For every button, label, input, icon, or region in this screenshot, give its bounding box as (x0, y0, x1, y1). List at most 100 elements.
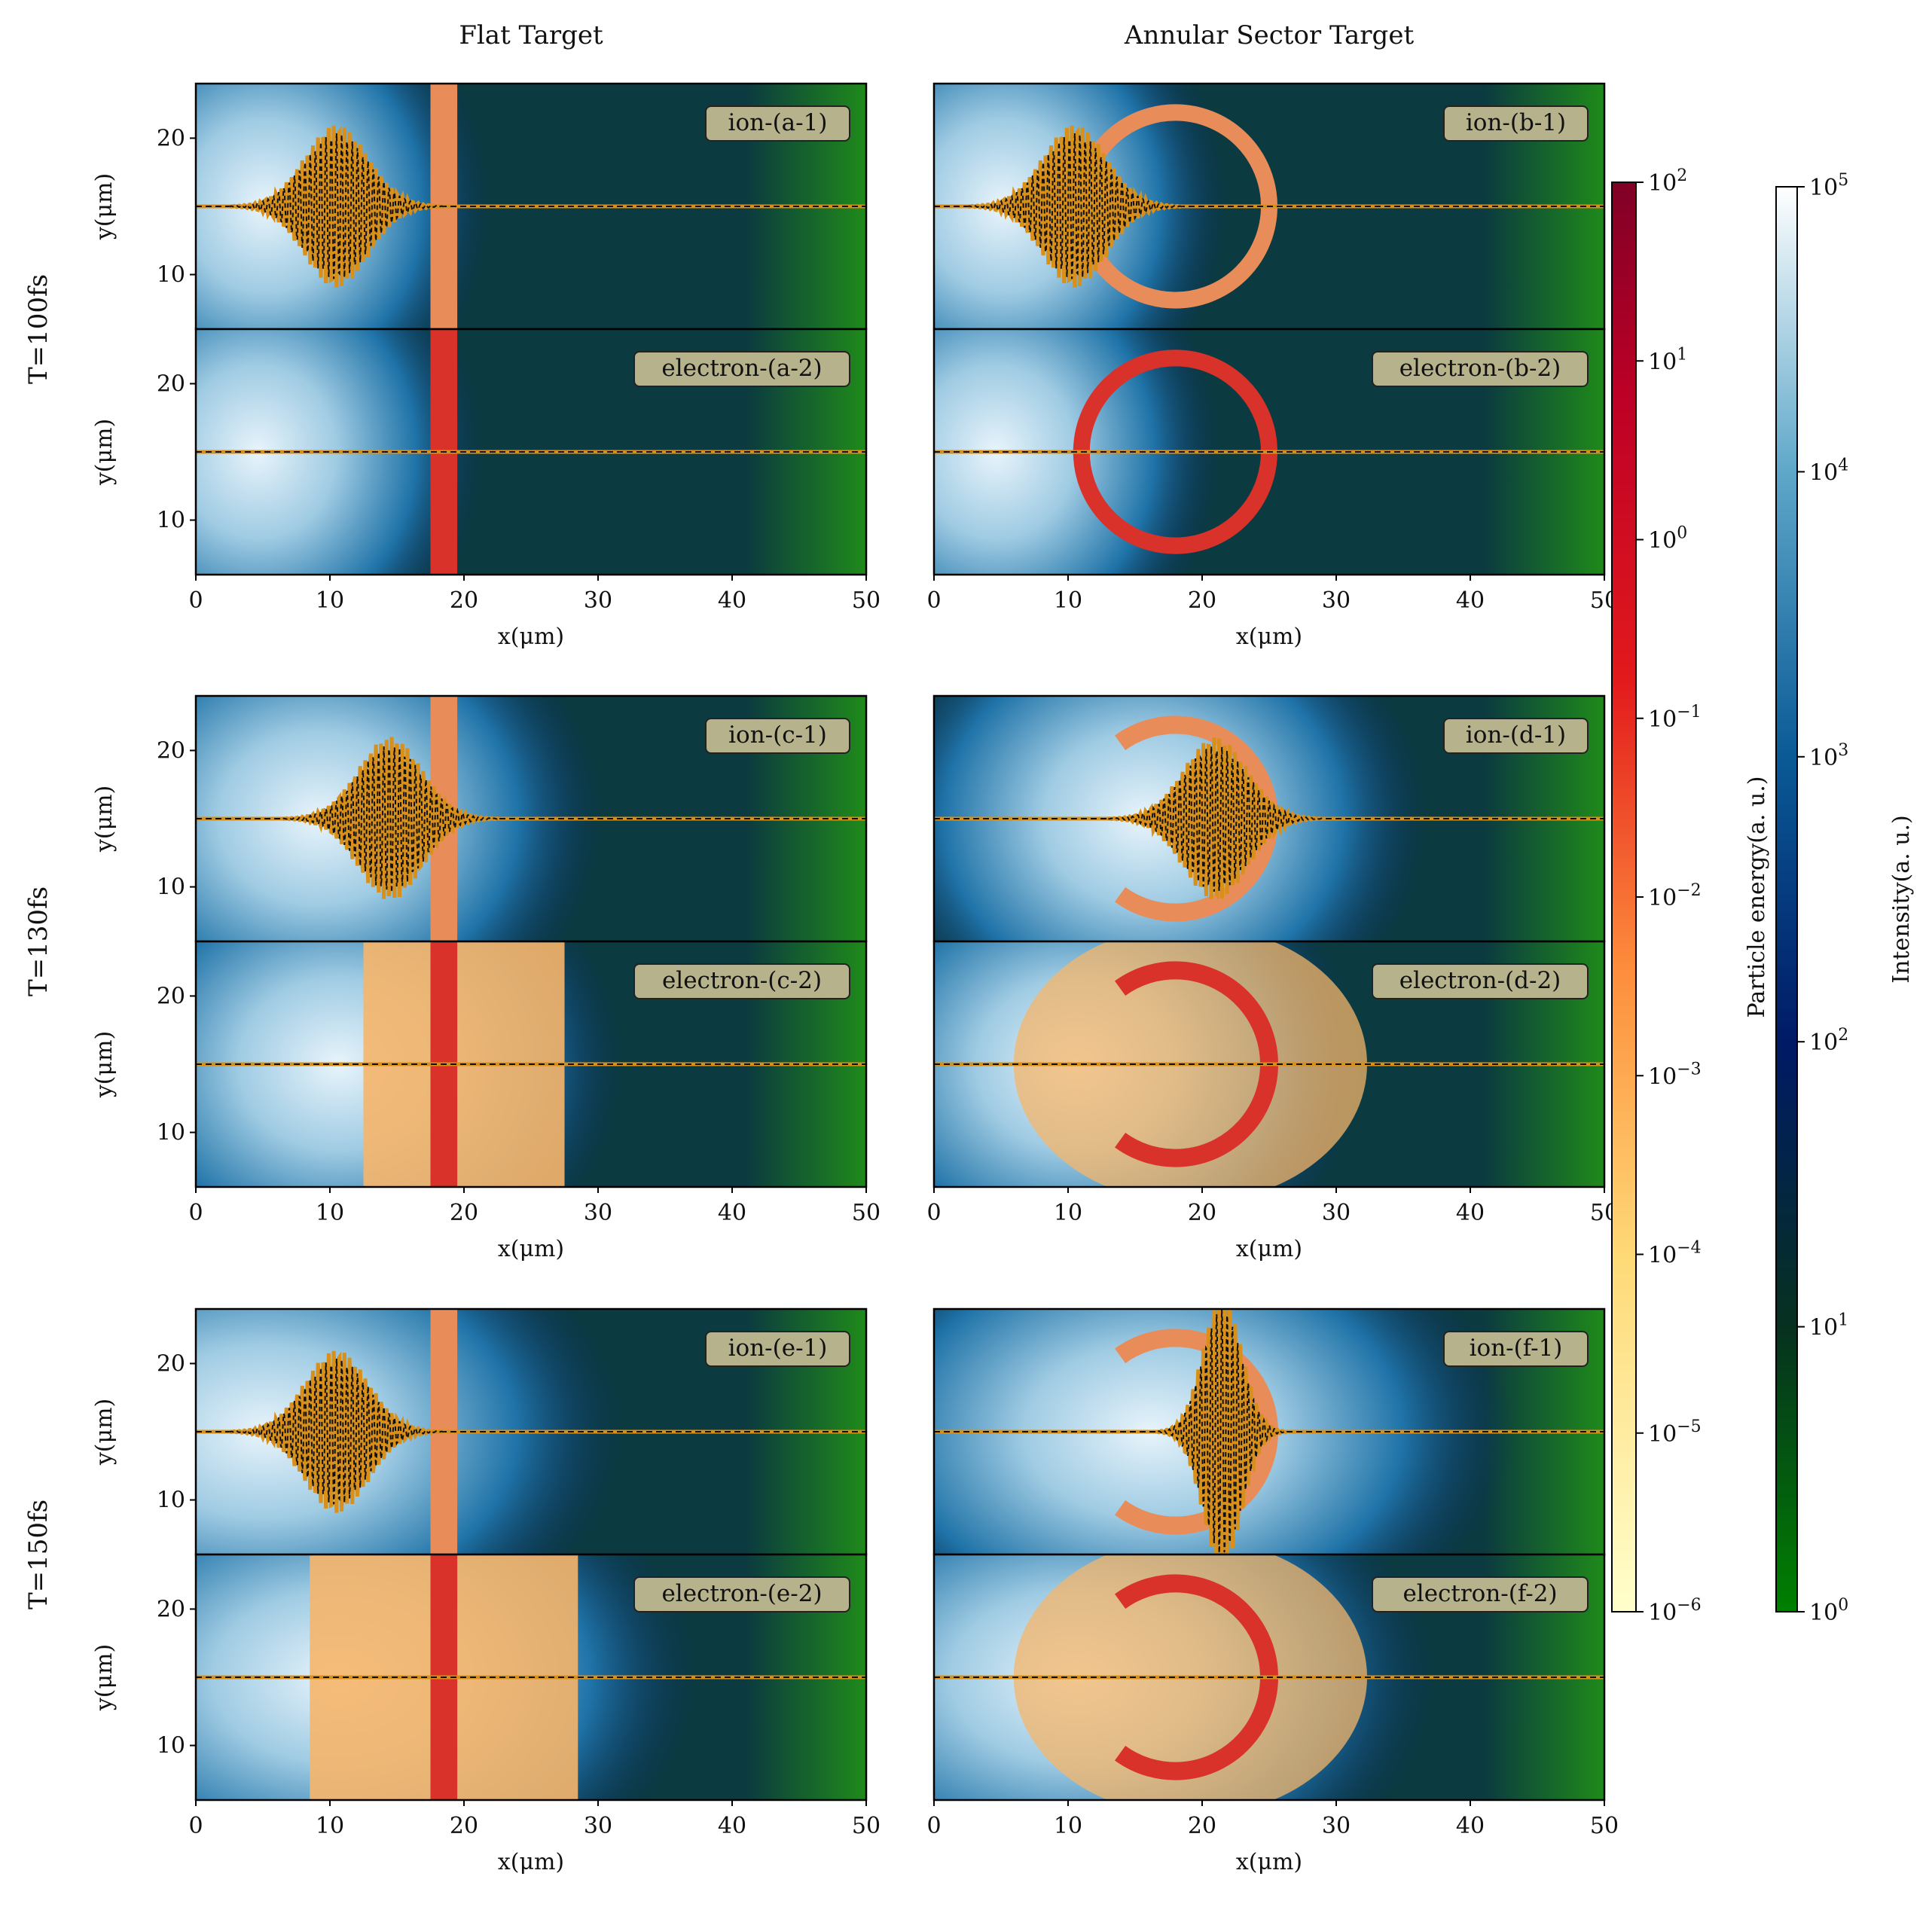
panel-f-2: electron-(f-2) 0 10 20 30 40 50 x(μm) (926, 1553, 1619, 1875)
colorbar-energy-tick-label: 101 (1648, 345, 1687, 375)
x-tick-label: 20 (450, 587, 478, 614)
column-title-annular: Annular Sector Target (1124, 20, 1415, 50)
y-tick-label: 10 (157, 508, 185, 534)
x-tick-label: 30 (584, 1813, 612, 1839)
panel-label-box (633, 351, 850, 387)
y-axis-label: y(μm) (91, 1644, 118, 1711)
x-tick-label: 30 (584, 587, 612, 614)
colorbar-intensity-tick-label: 100 (1809, 1596, 1848, 1626)
laser-field-line (229, 1359, 444, 1505)
x-tick-label: 0 (926, 1813, 941, 1839)
y-tick-label: 20 (157, 737, 185, 764)
x-tick-label: 30 (584, 1200, 612, 1226)
panel-label-box (633, 1576, 850, 1612)
panel-frame (194, 328, 868, 576)
panel-label: electron-(e-2) (661, 1580, 822, 1607)
x-tick-label: 10 (316, 587, 344, 614)
panel-label: electron-(c-2) (662, 967, 822, 994)
colorbar-energy: 102 101 100 10−1 10−2 10−3 10−4 10−5 10−6 Particl… (1611, 166, 1770, 1626)
laser-field-line (229, 133, 444, 279)
panel-label: ion-(f-1) (1470, 1335, 1563, 1362)
panel-label: ion-(a-1) (728, 109, 828, 136)
y-tick-label: 10 (157, 262, 185, 288)
panel-label-box (1372, 1576, 1589, 1612)
x-tick-label: 50 (852, 587, 881, 614)
colorbar-energy-tick-label: 102 (1648, 166, 1687, 197)
panel-label: electron-(a-2) (661, 355, 822, 382)
panel-label: ion-(c-1) (728, 722, 827, 749)
colorbar-intensity-tick-label: 103 (1809, 741, 1848, 771)
panel-content (934, 1309, 1604, 1555)
panel-d-1: ion-(d-1) (932, 694, 1606, 943)
panel-frame (932, 1553, 1606, 1802)
panel-d-2: electron-(d-2)0 10 20 30 40 50x(μm) (926, 940, 1619, 1262)
panel-label-box (1443, 1331, 1589, 1367)
panel-c-1: ion-(c-1) 10 20 y(μm) (91, 694, 868, 943)
laser-field-line (282, 746, 498, 892)
panel-label-box (1443, 105, 1589, 142)
laser-field-envelope (228, 125, 444, 288)
panel-frame (194, 1553, 868, 1802)
y-axis-label: y(μm) (91, 1399, 118, 1466)
laser-field-line (1108, 746, 1323, 892)
colorbar-intensity-tick-label: 105 (1809, 171, 1848, 201)
panel-content (934, 696, 1604, 941)
panel-label: ion-(d-1) (1466, 722, 1566, 749)
panel-frame (932, 328, 1606, 576)
panel-e-1: ion-(e-1) 10 20 y(μm) (91, 1307, 868, 1556)
panel-content (196, 1555, 866, 1800)
x-tick-label: 0 (188, 1813, 203, 1839)
x-tick-label: 20 (1188, 1200, 1216, 1226)
panel-e-2: electron-(e-2) 10 20 y(μm) 0 10 20 30 40 50 x(μm) (91, 1553, 881, 1875)
colorbar-intensity-bar (1775, 186, 1798, 1612)
x-tick-label: 10 (1054, 1200, 1082, 1226)
x-tick-label: 20 (450, 1200, 478, 1226)
panel-a-1: ion-(a-1) 10 20 y(μm) (91, 82, 868, 331)
x-axis-label: x(μm) (498, 624, 564, 650)
x-tick-label: 0 (188, 587, 203, 614)
x-tick-label: 40 (1456, 587, 1485, 614)
y-tick-label: 20 (157, 125, 185, 151)
row-label-3: T=150fs (23, 1500, 53, 1609)
y-tick-label: 20 (157, 1596, 185, 1622)
x-tick-label: 10 (316, 1200, 344, 1226)
y-tick-label: 20 (157, 371, 185, 397)
laser-field-envelope (966, 125, 1183, 288)
panel-label: electron-(d-2) (1399, 967, 1561, 994)
x-axis-label: x(μm) (1236, 1236, 1302, 1262)
x-tick-label: 40 (1456, 1813, 1485, 1839)
x-axis-label: x(μm) (1236, 1849, 1302, 1875)
panel-a-2: electron-(a-2) 10 20 y(μm) 0 10 20 30 40 50 x(μm) (91, 328, 881, 650)
laser-field-line (1157, 1309, 1287, 1554)
panel-label: electron-(b-2) (1399, 355, 1561, 382)
y-axis-label: y(μm) (91, 419, 118, 486)
x-tick-label: 20 (450, 1813, 478, 1839)
row-label-2: T=130fs (23, 886, 53, 996)
panel-label-box (1443, 718, 1589, 754)
x-axis-label: x(μm) (498, 1236, 564, 1262)
y-tick-label: 10 (157, 1487, 185, 1514)
y-tick-label: 10 (157, 1120, 185, 1146)
panel-label-box (705, 718, 850, 754)
panel-frame (194, 940, 868, 1188)
x-tick-label: 50 (852, 1200, 881, 1226)
panel-b-2: electron-(b-2)0 10 20 30 40 50x(μm) (926, 328, 1619, 650)
panel-label-box (705, 1331, 850, 1367)
y-tick-label: 20 (157, 1350, 185, 1377)
x-axis-label: x(μm) (498, 1849, 564, 1875)
y-axis-label: y(μm) (91, 173, 118, 240)
colorbar-energy-tick-label: 10−5 (1648, 1417, 1702, 1448)
x-tick-label: 0 (926, 1200, 941, 1226)
x-tick-label: 10 (1054, 587, 1082, 614)
y-tick-label: 20 (157, 983, 185, 1009)
x-tick-label: 30 (1322, 587, 1351, 614)
x-tick-label: 30 (1322, 1200, 1351, 1226)
colorbar-intensity: 105 104 103 102 101 100 Intensity(a. u.) (1775, 171, 1915, 1626)
y-axis-label: y(μm) (91, 1031, 118, 1098)
x-tick-label: 40 (1456, 1200, 1485, 1226)
panel-content (196, 696, 866, 941)
x-tick-label: 40 (718, 1813, 746, 1839)
x-tick-label: 10 (316, 1813, 344, 1839)
column-title-flat: Flat Target (459, 20, 603, 50)
x-tick-label: 10 (1054, 1813, 1082, 1839)
